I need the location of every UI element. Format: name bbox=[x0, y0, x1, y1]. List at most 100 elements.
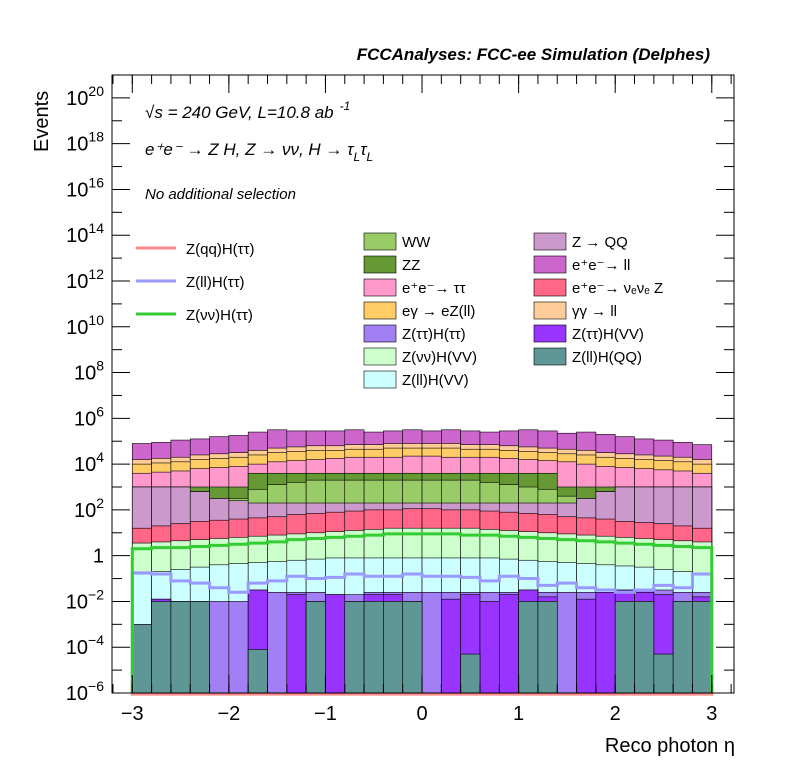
y-tick-label: 1016 bbox=[66, 174, 104, 201]
legend-swatch bbox=[363, 324, 397, 343]
stack-bin bbox=[325, 594, 346, 694]
legend: Z(qq)H(ττ) Z(ll)H(ττ) Z(νν)H(ττ) WW ZZ e⁺e⁻→ … bbox=[136, 232, 663, 389]
stack-bin bbox=[441, 598, 461, 694]
stack-bin bbox=[614, 601, 635, 694]
stack-bin bbox=[286, 594, 307, 694]
stack-bin bbox=[672, 601, 693, 694]
legend-line-label: Z(νν)H(ττ) bbox=[186, 307, 253, 324]
y-tick-label: 106 bbox=[74, 403, 104, 430]
selection-label: No additional selection bbox=[145, 186, 296, 203]
y-tick-label: 1010 bbox=[66, 312, 104, 339]
stack-bin bbox=[170, 601, 191, 694]
legend-label: Z(ll)H(QQ) bbox=[572, 349, 642, 366]
y-tick-label: 1018 bbox=[66, 129, 104, 156]
x-tick-label: −1 bbox=[314, 703, 337, 725]
y-tick-label: 10−4 bbox=[66, 632, 104, 659]
legend-swatch bbox=[533, 347, 567, 366]
stack-bin bbox=[228, 601, 249, 694]
stack-bin bbox=[556, 591, 577, 694]
stack-bin bbox=[267, 591, 288, 694]
legend-swatch bbox=[533, 301, 567, 320]
lumi-exponent: -1 bbox=[340, 99, 351, 113]
stack-bin bbox=[576, 598, 597, 694]
stack-bin bbox=[131, 624, 152, 694]
legend-swatch bbox=[363, 301, 397, 320]
x-axis-label: Reco photon η bbox=[605, 735, 735, 757]
legend-swatch bbox=[533, 232, 567, 251]
stack-bin bbox=[518, 601, 539, 694]
legend-label: Z → QQ bbox=[572, 234, 628, 251]
legend-swatch bbox=[533, 324, 567, 343]
legend-label: Z(ττ)H(ττ) bbox=[402, 326, 466, 343]
stack-bin bbox=[634, 601, 655, 694]
chart-title: FCCAnalyses: FCC-ee Simulation (Delphes) bbox=[357, 45, 711, 64]
y-tick-label: 1014 bbox=[66, 220, 104, 247]
x-tick-label: 1 bbox=[513, 703, 524, 725]
legend-label: e⁺e⁻→ ττ bbox=[402, 280, 466, 297]
legend-line-label: Z(qq)H(ττ) bbox=[186, 241, 255, 258]
line-z-h bbox=[130, 532, 714, 693]
stack-bin bbox=[499, 594, 519, 694]
tau-sub-2: L bbox=[367, 150, 374, 164]
y-axis-label: Events bbox=[31, 91, 53, 152]
legend-label: Z(νν)H(VV) bbox=[402, 349, 477, 366]
stack-bin bbox=[479, 601, 500, 694]
y-tick-label: 102 bbox=[74, 495, 104, 522]
legend-label: e⁺e⁻→ ll bbox=[572, 257, 630, 274]
energy-lumi-text: = 240 GeV, L=10.8 ab bbox=[163, 103, 334, 122]
line-z-qq-h bbox=[130, 692, 714, 696]
stack-bin bbox=[595, 591, 616, 694]
y-tick-label: 10−6 bbox=[66, 678, 104, 705]
stack-bin bbox=[344, 601, 365, 694]
legend-label: ZZ bbox=[402, 257, 420, 274]
legend-swatch bbox=[363, 370, 397, 389]
legend-label: Z(ll)H(VV) bbox=[402, 372, 469, 389]
stack-bin bbox=[460, 653, 481, 694]
line-histograms bbox=[130, 532, 714, 696]
x-tick-label: −2 bbox=[217, 703, 240, 725]
legend-swatch bbox=[363, 347, 397, 366]
stack-bin bbox=[247, 649, 268, 694]
x-tick-label: −3 bbox=[121, 703, 144, 725]
x-tick-label: 2 bbox=[610, 703, 621, 725]
legend-label: γγ → ll bbox=[572, 303, 617, 320]
tau-2: τ bbox=[360, 140, 368, 159]
legend-swatch bbox=[533, 278, 567, 297]
legend-line-label: Z(ll)H(ττ) bbox=[186, 274, 245, 291]
legend-swatch bbox=[363, 278, 397, 297]
y-tick-label: 1012 bbox=[66, 266, 104, 293]
x-tick-label: 3 bbox=[706, 703, 717, 725]
legend-label: WW bbox=[402, 234, 431, 251]
y-tick-label: 1020 bbox=[66, 83, 104, 110]
axes: −3 −2 −1 0 1 2 3 10−6 10−4 10−2 1 102 104 106 108 1010 1… bbox=[66, 74, 735, 725]
legend-swatch bbox=[363, 255, 397, 274]
legend-swatch bbox=[363, 232, 397, 251]
annotation-block: √s = 240 GeV, L=10.8 ab -1 e⁺e⁻ → Z H, Z … bbox=[145, 99, 373, 203]
legend-label: e⁺e⁻→ νₑνₑ Z bbox=[572, 280, 663, 297]
legend-label: Z(ττ)H(VV) bbox=[572, 326, 644, 343]
process-text: e⁺e⁻ → Z H, Z → νν, H → τ bbox=[145, 140, 355, 159]
stack-bin bbox=[537, 601, 558, 694]
stack-bin bbox=[653, 653, 674, 694]
stack-bin bbox=[363, 601, 384, 694]
legend-label: eγ → eZ(ll) bbox=[402, 303, 475, 320]
stack-bin bbox=[402, 601, 423, 694]
y-tick-label: 1 bbox=[93, 546, 104, 568]
legend-swatch bbox=[533, 255, 567, 274]
stack-bin bbox=[692, 601, 713, 694]
stacked-histogram bbox=[131, 429, 713, 694]
stack-bin bbox=[209, 601, 230, 694]
y-tick-label: 108 bbox=[74, 358, 104, 385]
stack-bin bbox=[421, 591, 442, 694]
stack-bin bbox=[305, 601, 326, 694]
stack-bin bbox=[151, 601, 172, 694]
stack-bin bbox=[189, 601, 210, 694]
plot-frame bbox=[111, 74, 735, 694]
tau-sub-1: L bbox=[354, 150, 361, 164]
line-z-ll-h bbox=[130, 571, 714, 693]
sqrt-s-symbol: √s bbox=[145, 103, 163, 122]
energy-lumi-label: √s = 240 GeV, L=10.8 ab -1 bbox=[145, 99, 350, 122]
stack-bin bbox=[383, 601, 404, 694]
process-label: e⁺e⁻ → Z H, Z → νν, H → τLτL bbox=[145, 140, 373, 164]
